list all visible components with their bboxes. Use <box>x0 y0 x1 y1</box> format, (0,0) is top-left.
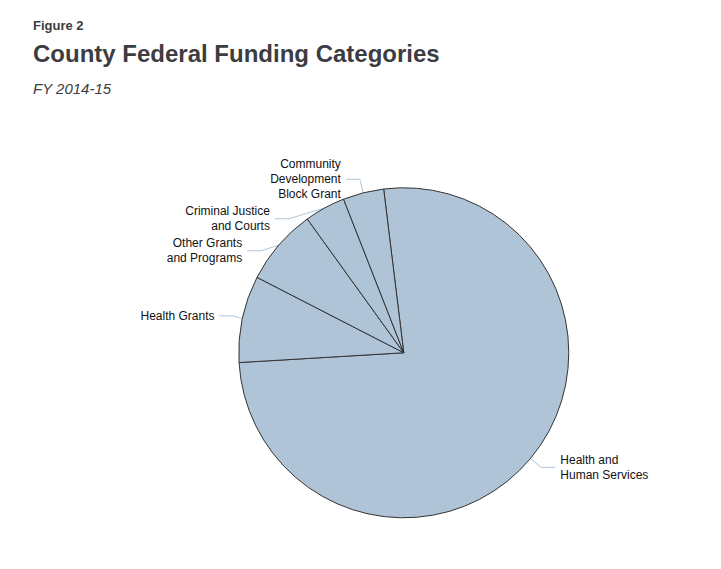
svg-text:Other Grants: Other Grants <box>173 236 242 250</box>
svg-text:Figure 2: Figure 2 <box>33 18 84 33</box>
svg-text:and Courts: and Courts <box>211 219 270 233</box>
svg-text:Human Services: Human Services <box>560 468 648 482</box>
svg-text:County Federal Funding Categor: County Federal Funding Categories <box>33 40 440 67</box>
svg-text:Block Grant: Block Grant <box>278 187 341 201</box>
svg-text:Health and: Health and <box>560 453 618 467</box>
svg-text:Health Grants: Health Grants <box>140 309 214 323</box>
svg-text:Criminal Justice: Criminal Justice <box>185 204 270 218</box>
svg-text:Development: Development <box>270 172 341 186</box>
svg-text:FY 2014-15: FY 2014-15 <box>33 80 112 97</box>
svg-text:and Programs: and Programs <box>167 251 242 265</box>
svg-text:Community: Community <box>280 157 341 171</box>
